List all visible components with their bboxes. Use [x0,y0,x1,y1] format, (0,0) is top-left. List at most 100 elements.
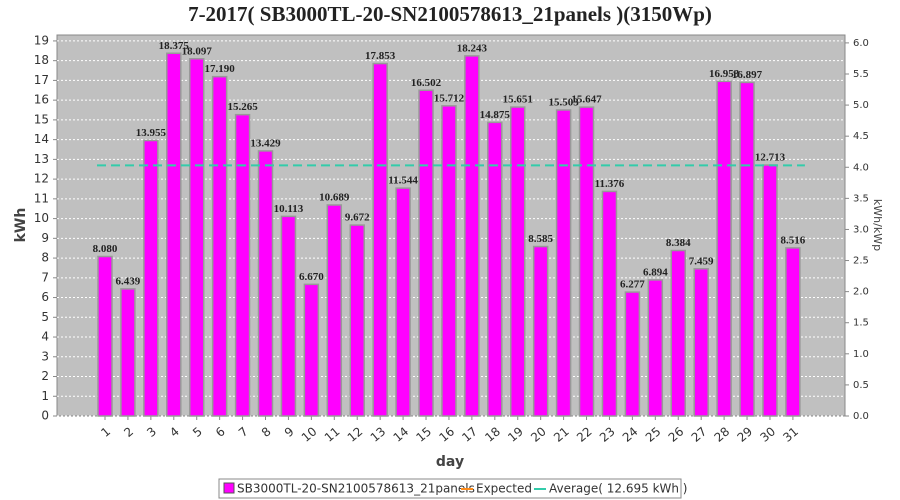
y-tick-label: 14 [34,132,49,146]
bar [555,109,572,417]
bar [509,106,526,417]
x-tick-label: 18 [482,424,503,445]
x-tick-label: 26 [666,424,687,445]
value-label: 15.503 [548,96,579,108]
x-tick-label: 13 [368,424,389,445]
legend-label: Expected [476,482,532,496]
x-tick-label: 29 [735,424,756,445]
x-tick-label: 11 [322,424,343,445]
value-label: 8.516 [781,234,806,246]
value-label: 11.544 [388,175,418,187]
y-tick-label: 19 [34,33,49,47]
value-label: 15.265 [227,101,258,113]
x-tick-label: 9 [282,424,297,440]
value-label: 11.376 [595,178,625,190]
y-tick-label: 0 [41,409,49,423]
x-tick-label: 27 [689,424,710,445]
y-tick-label: 5 [41,310,49,324]
bar [303,283,320,417]
y2-tick-label: 1.0 [853,349,869,360]
x-tick-label: 21 [551,424,572,445]
value-label: 15.651 [503,94,533,106]
x-tick-label: 2 [121,424,136,440]
y-tick-label: 18 [34,53,49,67]
y-tick-label: 7 [41,270,49,284]
bar [372,62,388,417]
y2-axis-label: kWh/kWp [871,199,884,251]
bar [418,89,434,417]
y2-tick-label: 3.0 [853,224,869,235]
x-tick-label: 10 [299,424,320,445]
y-tick-label: 2 [41,369,49,383]
y-tick-label: 15 [34,112,49,126]
x-tick-label: 17 [459,424,480,445]
bar [211,75,228,417]
value-label: 16.897 [732,69,763,81]
y-tick-label: 9 [41,231,49,245]
bar [670,249,686,417]
value-label: 9.672 [345,212,370,224]
value-label: 10.113 [274,203,304,215]
x-tick-label: 14 [391,424,412,445]
bar [234,113,251,417]
y2-tick-label: 1.5 [853,318,869,329]
x-tick-label: 6 [213,424,228,440]
y-tick-label: 8 [41,251,49,265]
x-axis-label: day [436,454,464,470]
y2-tick-label: 5.0 [853,100,869,111]
value-label: 6.439 [116,275,141,287]
chart-title: 7-2017( SB3000TL-20-SN2100578613_21panel… [188,2,712,26]
x-tick-label: 1 [98,424,113,440]
bar [257,150,274,417]
bar [785,247,801,417]
bar [188,57,205,417]
x-tick-label: 19 [505,424,526,445]
x-tick-label: 16 [436,424,457,445]
value-label: 8.080 [93,243,118,255]
value-label: 18.097 [182,45,213,57]
y2-tick-label: 0.0 [853,411,869,422]
y-tick-label: 3 [41,349,49,363]
bar [624,291,641,417]
bar [441,105,457,417]
legend-label: Average( 12.695 kWh ) [549,482,688,496]
value-label: 17.190 [205,63,236,75]
value-label: 16.502 [411,77,442,89]
y-tick-label: 4 [41,330,49,344]
x-tick-label: 8 [259,424,274,440]
x-tick-label: 23 [597,424,618,445]
x-tick-label: 15 [413,424,434,445]
y2-tick-label: 5.5 [853,69,869,80]
bar [487,121,503,417]
x-tick-label: 24 [620,424,641,445]
value-label: 10.689 [319,192,350,204]
y2-tick-label: 6.0 [853,38,869,49]
bar [762,164,778,417]
value-label: 13.429 [250,137,281,149]
value-label: 18.243 [457,42,488,54]
bar [739,81,755,417]
y-tick-label: 16 [34,93,49,107]
bar [693,268,709,417]
bar [143,139,159,417]
y-tick-label: 10 [34,211,49,225]
y-tick-label: 1 [41,389,49,403]
x-tick-label: 28 [712,424,733,445]
bar [349,224,365,417]
y2-tick-label: 0.5 [853,380,869,391]
value-label: 8.384 [666,237,691,249]
bar [120,288,136,417]
value-label: 17.853 [365,50,396,62]
y-tick-label: 13 [34,152,49,166]
y2-tick-label: 2.5 [853,256,869,267]
value-label: 16.953 [709,68,740,80]
value-label: 8.585 [528,233,553,245]
bar [647,279,664,417]
y-axis-label: kWh [13,208,29,243]
bar [166,52,182,417]
y2-tick-label: 4.5 [853,131,869,142]
value-label: 6.277 [620,279,645,291]
bar [280,215,297,417]
y-tick-label: 17 [34,73,49,87]
x-tick-label: 25 [643,424,664,445]
